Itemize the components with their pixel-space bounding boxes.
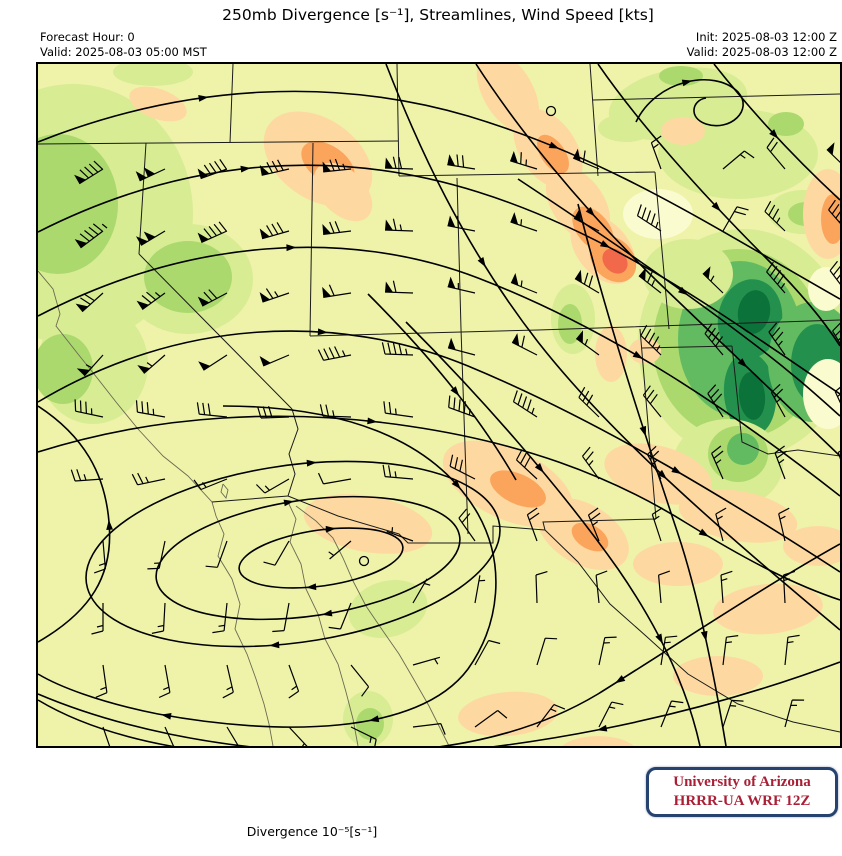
map-panel xyxy=(36,62,842,748)
streamline-arrow-icon xyxy=(548,141,560,149)
streamline-arrow-icon xyxy=(283,499,295,507)
valid-utc-label: Valid: 2025-08-03 12:00 Z xyxy=(686,45,837,59)
streamline-arrow-icon xyxy=(698,528,709,537)
streamline-arrow-icon xyxy=(700,630,708,642)
streamline-arrow-icon xyxy=(368,715,380,723)
streamline-arrow-icon xyxy=(106,519,114,530)
valid-local-label: Valid: 2025-08-03 05:00 MST xyxy=(40,45,207,59)
streamline-arrow-icon xyxy=(737,358,748,368)
streamline-arrow-icon xyxy=(615,675,626,684)
streamline-arrow-icon xyxy=(534,462,544,473)
branding-badge: University of Arizona HRRR-UA WRF 12Z xyxy=(646,767,838,817)
colorbar xyxy=(37,772,597,824)
streamline-arrow-icon xyxy=(450,386,460,397)
colorbar-canvas xyxy=(37,772,597,824)
streamline-arrow-icon xyxy=(596,724,608,732)
header-right: Init: 2025-08-03 12:00 Z Valid: 2025-08-… xyxy=(687,30,837,60)
branding-line1: University of Arizona xyxy=(673,774,811,790)
coastline-layer xyxy=(38,270,450,746)
streamline-arrow-icon xyxy=(269,641,280,649)
forecast-hour-label: Forecast Hour: 0 xyxy=(40,30,135,44)
wind-barbs-layer xyxy=(70,135,840,746)
streamline-arrow-icon xyxy=(367,417,378,425)
init-utc-label: Init: 2025-08-03 12:00 Z xyxy=(695,30,837,44)
streamline-arrow-icon xyxy=(711,201,721,212)
streamline-arrow-icon xyxy=(198,94,209,102)
streamline-arrow-icon xyxy=(161,712,172,720)
streamline-arrow-icon xyxy=(632,350,644,359)
streamline-arrow-icon xyxy=(286,244,297,252)
streamline-arrow-icon xyxy=(325,525,336,533)
streamline-arrow-icon xyxy=(681,79,693,87)
state-borders-layer xyxy=(38,64,840,733)
streamline-arrow-icon xyxy=(321,609,333,617)
streamline-arrow-icon xyxy=(240,165,251,173)
colorbar-label: Divergence 10⁻⁵[s⁻¹] xyxy=(246,824,378,839)
streamline-arrow-icon xyxy=(657,469,667,480)
stagnation-markers xyxy=(358,105,557,567)
streamline-arrow-icon xyxy=(585,206,595,217)
streamline-arrow-icon xyxy=(671,466,682,475)
weather-map-canvas xyxy=(38,64,840,746)
streamline-arrow-icon xyxy=(306,459,317,467)
streamline-arrow-icon xyxy=(477,257,486,268)
streamline-arrow-icon xyxy=(451,479,461,490)
streamline-arrow-icon xyxy=(678,286,689,296)
streamline-arrow-icon xyxy=(655,633,663,644)
streamline-arrow-icon xyxy=(599,240,611,248)
divergence-fill-layer xyxy=(38,64,840,746)
header-left: Forecast Hour: 0 Valid: 2025-08-03 05:00… xyxy=(40,30,207,60)
branding-line2: HRRR-UA WRF 12Z xyxy=(673,793,811,809)
page-title: 250mb Divergence [s⁻¹], Streamlines, Win… xyxy=(222,6,654,24)
streamline-arrow-icon xyxy=(306,583,317,591)
streamline-arrow-icon xyxy=(639,425,647,437)
streamline-arrow-icon xyxy=(769,129,779,139)
streamline-arrow-icon xyxy=(317,328,328,336)
